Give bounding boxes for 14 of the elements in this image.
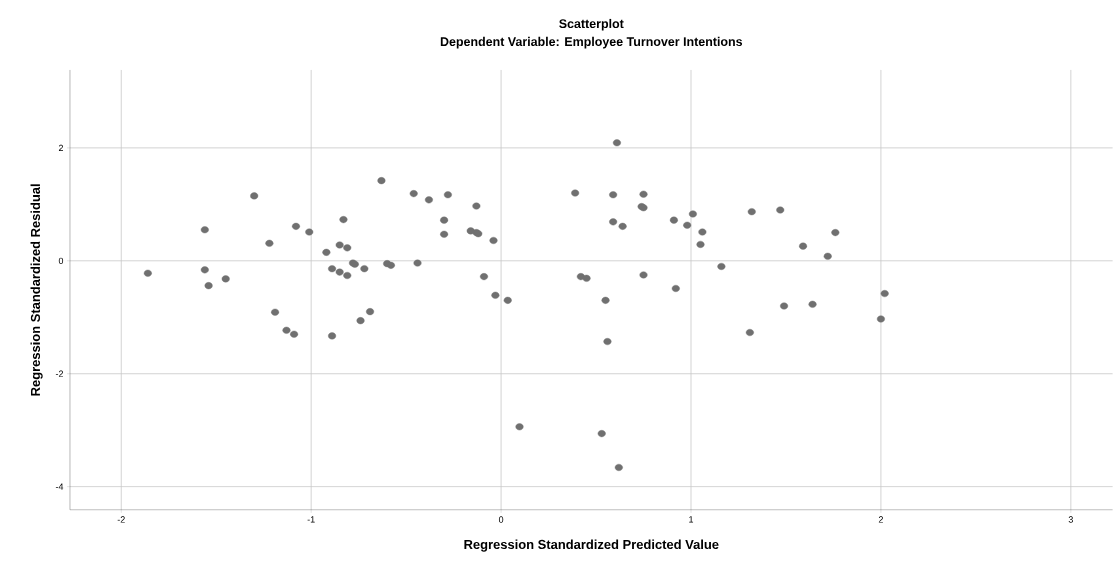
x-tick-label: -2	[117, 516, 125, 523]
x-tick-label: 2	[878, 516, 883, 523]
chart-title: Scatterplot	[559, 19, 624, 31]
x-tick-label: -1	[307, 516, 315, 523]
x-tick-label: 3	[1068, 516, 1073, 523]
chart-subtitle: Dependent Variable: Employee Turnover Intentions	[440, 36, 743, 49]
y-tick-label: 2	[58, 144, 64, 152]
y-tick-label: -2	[55, 370, 64, 377]
x-tick-label: 0	[498, 516, 504, 523]
x-tick-label: 1	[689, 516, 694, 523]
x-axis-title: Regression Standardized Predicted Value	[464, 539, 719, 552]
y-tick-label: 0	[58, 257, 64, 265]
y-axis-title: Regression Standardized Residual	[30, 184, 43, 396]
y-tick-label: -4	[55, 483, 64, 490]
